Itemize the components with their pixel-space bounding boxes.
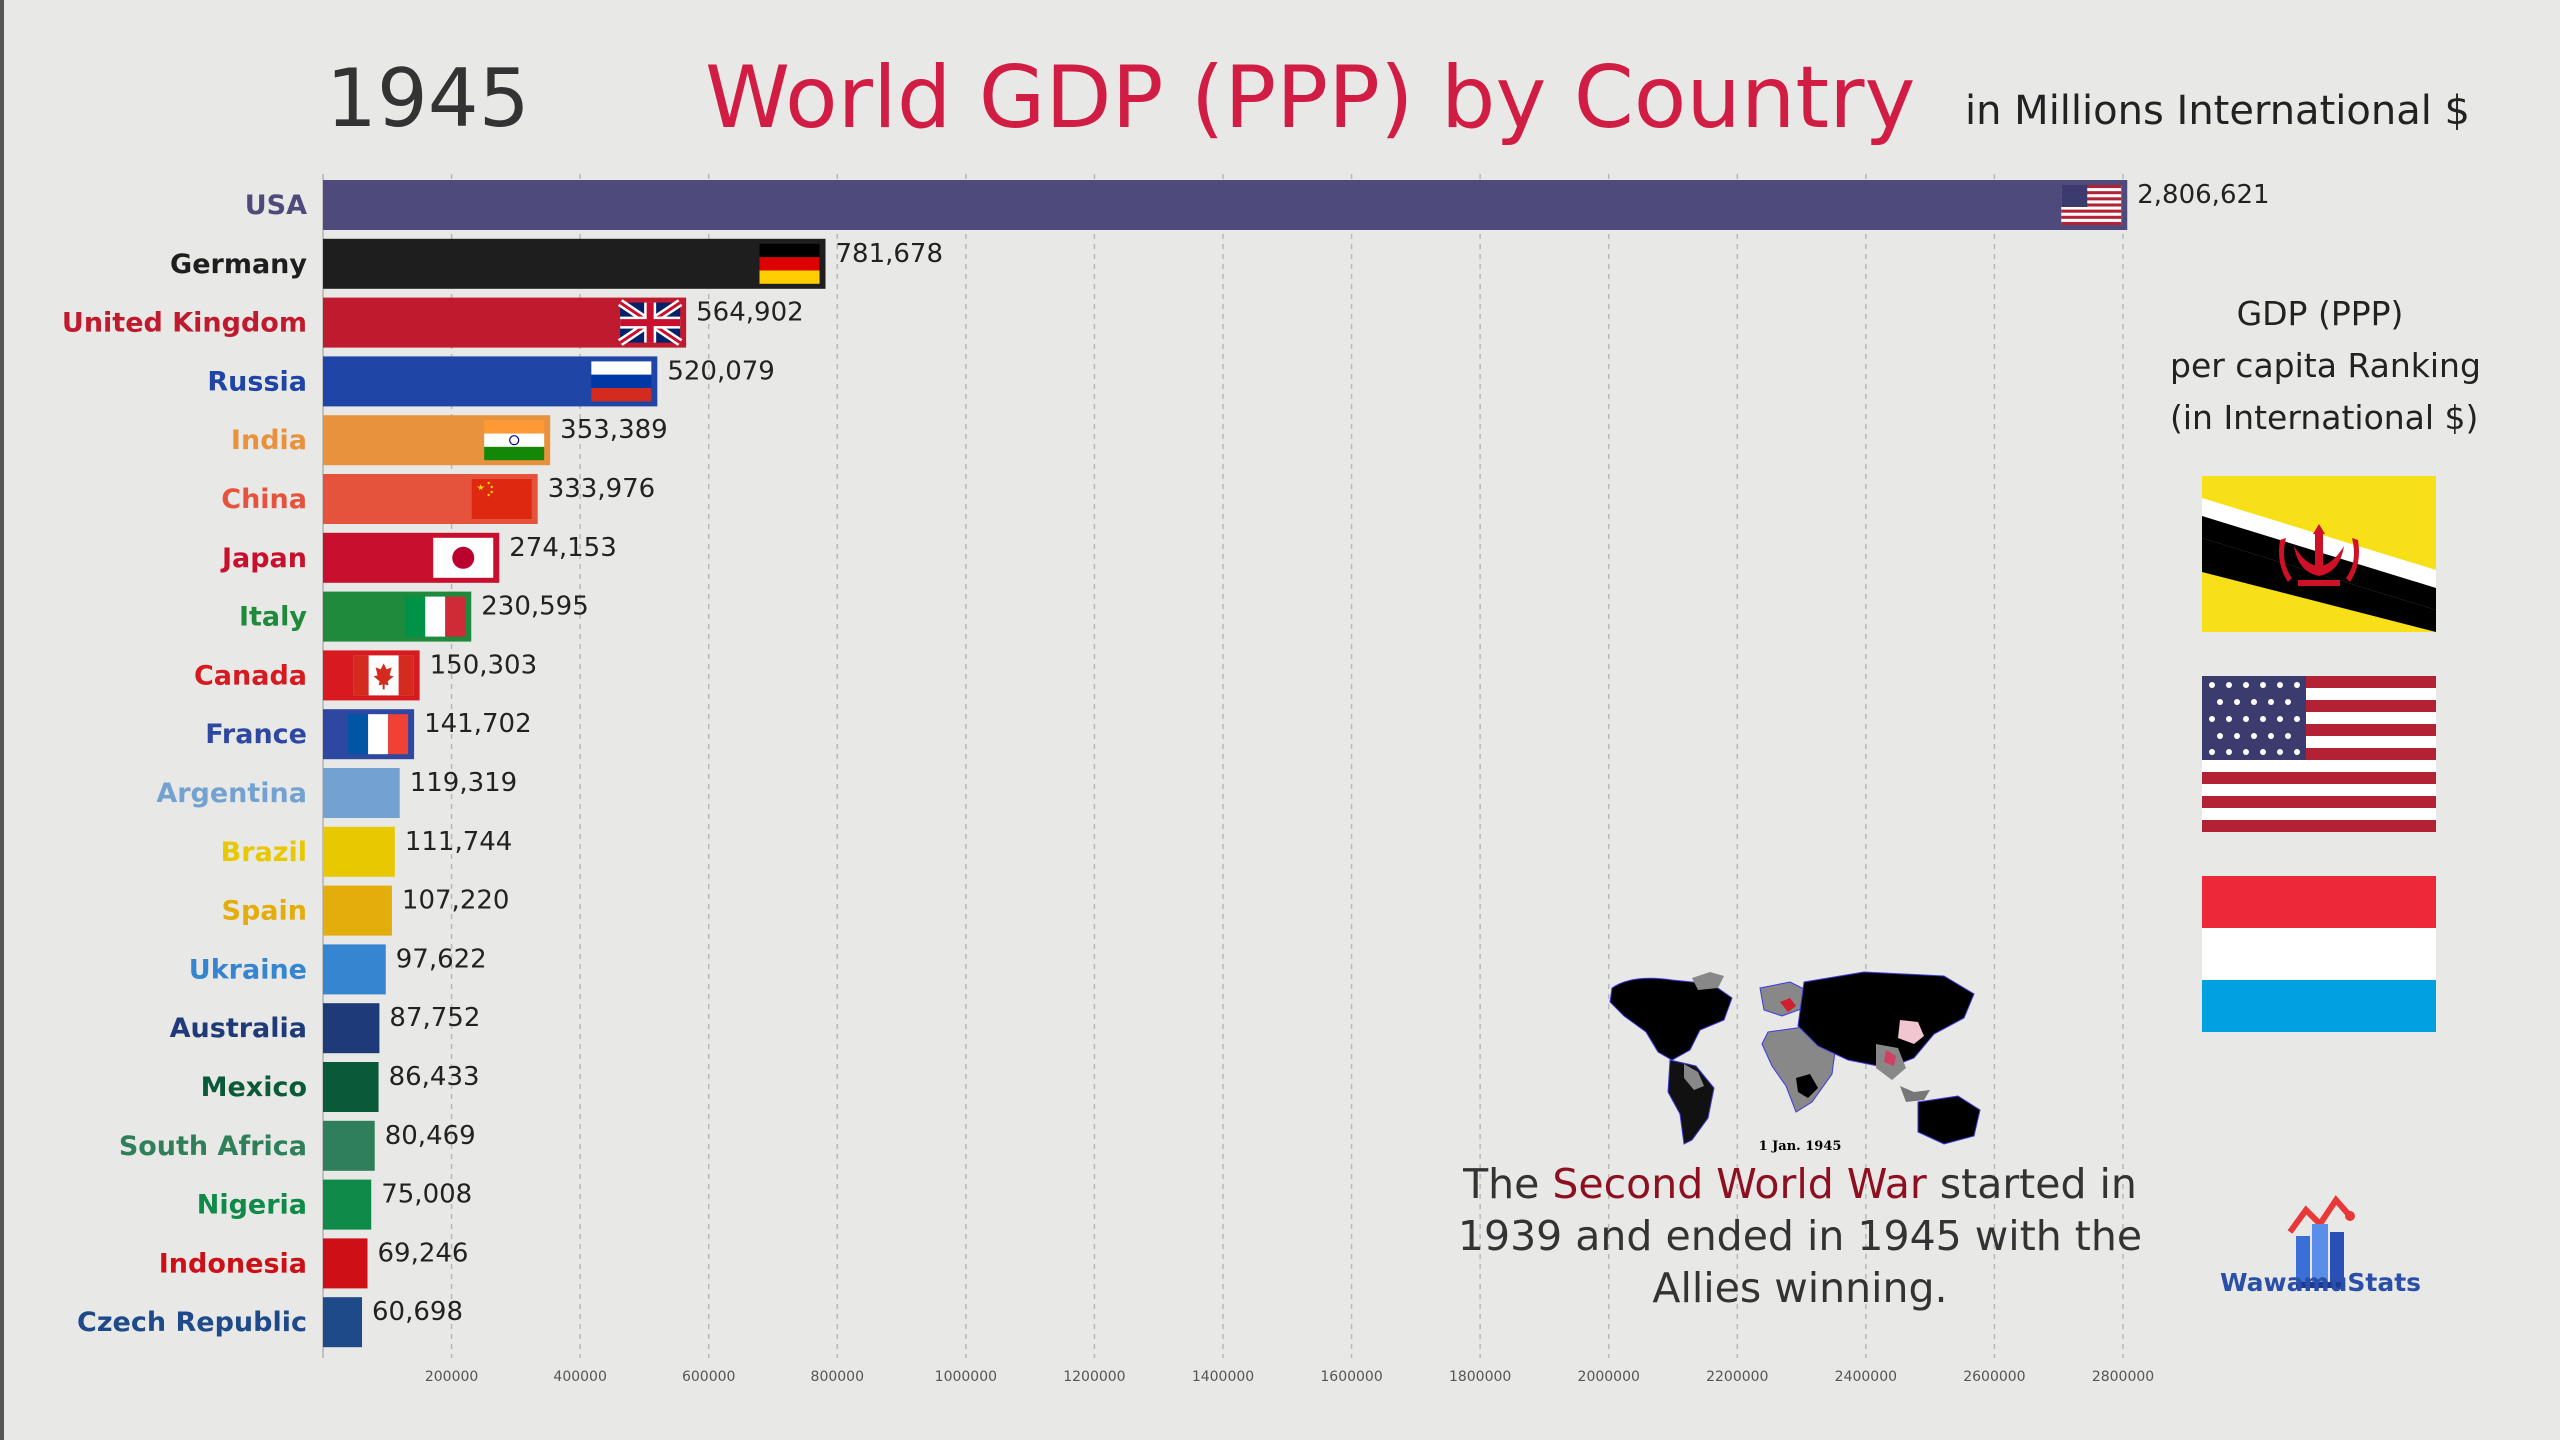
canada-flag-icon <box>353 655 414 696</box>
logo-text: WawamuStats <box>2220 1268 2422 1297</box>
country-label: France <box>205 719 307 750</box>
fact-part2: started in 1939 and ended in 1945 with t… <box>1457 1160 2143 1312</box>
x-tick-label: 200000 <box>425 1369 478 1385</box>
value-label: 87,752 <box>389 1003 480 1033</box>
bar-australia <box>323 1003 380 1054</box>
country-label: Italy <box>239 602 307 633</box>
value-label: 141,702 <box>424 709 532 739</box>
bar-usa <box>323 180 2128 230</box>
country-label: China <box>221 484 307 515</box>
chart-title: World GDP (PPP) by Country <box>705 48 1916 148</box>
bar-south-africa <box>323 1120 375 1171</box>
bar-brazil <box>323 826 395 877</box>
side-panel-title: GDP (PPP) per capita Ranking (in Interna… <box>2170 288 2481 444</box>
bar-ukraine <box>323 944 386 995</box>
country-label: Canada <box>194 660 307 691</box>
x-tick-label: 1600000 <box>1320 1369 1382 1385</box>
x-tick-label: 1200000 <box>1063 1369 1125 1385</box>
x-tick-label: 2200000 <box>1706 1369 1768 1385</box>
window-edge <box>0 0 4 1440</box>
bar-indonesia <box>323 1238 368 1289</box>
country-label: Czech Republic <box>77 1307 307 1338</box>
value-label: 86,433 <box>389 1062 480 1092</box>
country-label: Argentina <box>156 778 307 809</box>
luxembourg-flag-icon <box>2202 876 2436 1032</box>
bar-nigeria <box>323 1179 372 1230</box>
country-label: Nigeria <box>197 1190 307 1221</box>
fact-highlight: Second World War <box>1552 1160 1927 1208</box>
x-tick-label: 2400000 <box>1835 1369 1897 1385</box>
value-label: 60,698 <box>372 1297 463 1327</box>
country-label: Indonesia <box>159 1248 307 1279</box>
value-label: 564,902 <box>696 298 804 328</box>
bar-germany <box>323 238 826 289</box>
value-label: 111,744 <box>405 827 513 857</box>
fact-part1: The <box>1463 1160 1553 1208</box>
country-label: India <box>231 425 307 456</box>
x-tick-label: 400000 <box>553 1369 606 1385</box>
map-caption: 1 Jan. 1945 <box>1759 1139 1842 1154</box>
value-label: 274,153 <box>509 533 617 563</box>
country-label: USA <box>245 190 307 221</box>
x-tick-label: 2000000 <box>1578 1369 1640 1385</box>
bar-czech-republic <box>323 1297 363 1348</box>
value-label: 80,469 <box>385 1121 476 1151</box>
value-label: 2,806,621 <box>2137 180 2269 210</box>
germany-flag-icon <box>759 243 820 284</box>
value-label: 97,622 <box>396 944 487 974</box>
value-label: 781,678 <box>836 239 944 269</box>
year-label: 1945 <box>326 52 530 145</box>
world-map-icon: 1 Jan. 1945 <box>1609 971 1981 1154</box>
country-label: Brazil <box>221 837 307 868</box>
usa-flag-icon <box>2061 185 2122 225</box>
x-tick-label: 2800000 <box>2092 1369 2154 1385</box>
x-tick-label: 1800000 <box>1449 1369 1511 1385</box>
country-label: Mexico <box>201 1072 307 1103</box>
value-label: 230,595 <box>481 592 589 622</box>
x-tick-label: 2600000 <box>1963 1369 2025 1385</box>
france-flag-icon <box>348 714 409 755</box>
uk-flag-icon <box>617 299 683 346</box>
x-tick-label: 600000 <box>682 1369 735 1385</box>
value-label: 107,220 <box>402 886 510 916</box>
country-label: Spain <box>222 896 307 927</box>
value-label: 353,389 <box>560 415 668 445</box>
country-label: Australia <box>170 1013 307 1044</box>
unit-label: in Millions International $ <box>1965 88 2470 134</box>
bar-spain <box>323 885 392 936</box>
value-label: 69,246 <box>378 1238 469 1268</box>
country-label: South Africa <box>119 1131 307 1162</box>
side-title-line: GDP (PPP) <box>2236 294 2404 333</box>
italy-flag-icon <box>405 596 466 637</box>
japan-flag-icon <box>433 537 494 578</box>
value-label: 75,008 <box>381 1180 472 1210</box>
fact-text: The Second World War started in 1939 and… <box>1440 1158 2160 1314</box>
side-title-line: per capita Ranking <box>2170 346 2481 385</box>
wawamustats-logo-icon <box>2287 1195 2355 1288</box>
brunei-flag-icon <box>2202 476 2436 632</box>
bar-argentina <box>323 768 400 818</box>
x-tick-label: 1400000 <box>1192 1369 1254 1385</box>
country-label: Germany <box>170 249 307 280</box>
usa-flag-icon <box>2202 676 2436 832</box>
x-tick-label: 1000000 <box>935 1369 997 1385</box>
side-title-line: (in International $) <box>2170 398 2479 437</box>
china-flag-icon <box>471 479 532 519</box>
x-tick-label: 800000 <box>811 1369 864 1385</box>
bar-mexico <box>323 1062 379 1112</box>
value-label: 520,079 <box>667 356 775 386</box>
value-label: 119,319 <box>410 768 518 798</box>
country-label: Russia <box>207 366 307 397</box>
india-flag-icon <box>484 420 545 461</box>
country-label: United Kingdom <box>62 308 307 339</box>
country-label: Ukraine <box>189 954 307 985</box>
russia-flag-icon <box>591 361 652 402</box>
country-label: Japan <box>220 543 307 574</box>
value-label: 150,303 <box>430 650 538 680</box>
value-label: 333,976 <box>548 474 656 504</box>
